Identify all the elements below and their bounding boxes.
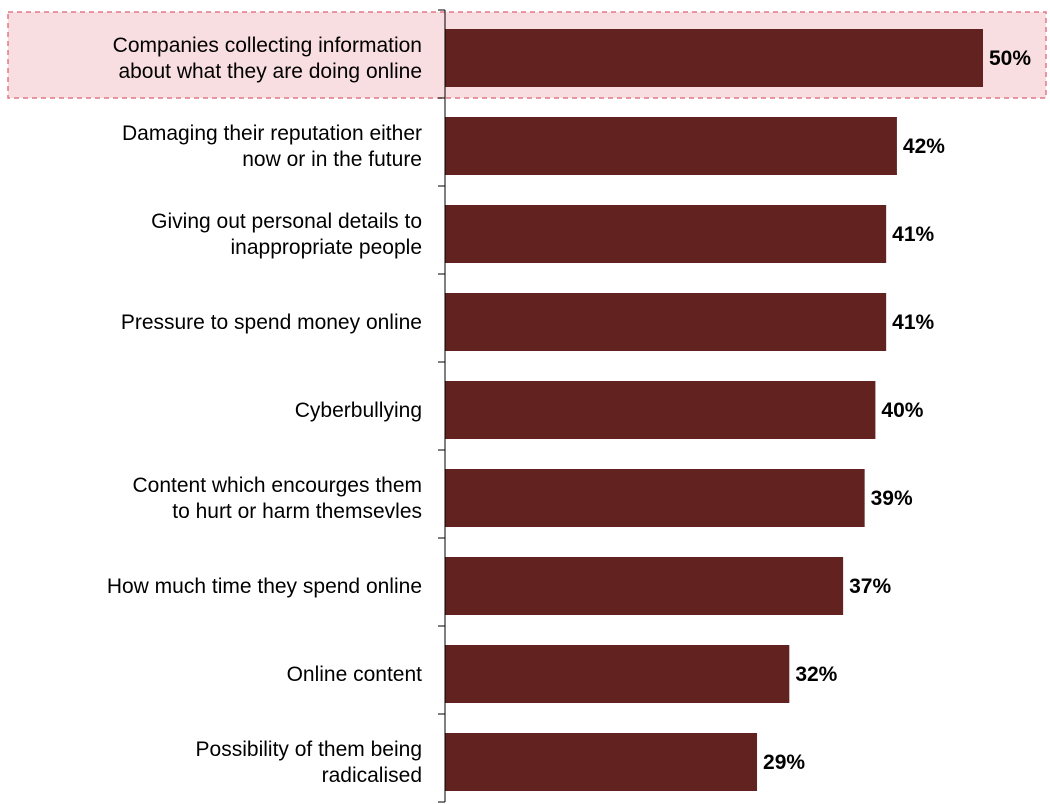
category-label-line: now or in the future	[242, 148, 422, 171]
category-label-line: radicalised	[322, 764, 422, 787]
category-label-4: Pressure to spend money online	[121, 311, 422, 334]
category-label-line: Possibility of them being	[196, 738, 422, 761]
value-label-2: 42%	[903, 135, 945, 158]
category-label-line: about what they are doing online	[118, 60, 422, 83]
category-label-line: Damaging their reputation either	[122, 122, 422, 145]
value-label-3: 41%	[892, 223, 934, 246]
category-label-1: Companies collecting information about wh…	[113, 34, 422, 83]
category-label-5: Cyberbullying	[295, 399, 422, 422]
category-label-line: to hurt or harm themsevles	[172, 500, 422, 523]
category-label-line: Giving out personal details to	[151, 210, 422, 233]
category-label-line: Online content	[287, 663, 423, 686]
category-label-line: How much time they spend online	[107, 575, 422, 598]
value-label-9: 29%	[763, 751, 805, 774]
value-label-1: 50%	[989, 47, 1031, 70]
category-label-2: Damaging their reputation either now or i…	[122, 122, 422, 171]
bar-3	[445, 205, 887, 263]
value-label-7: 37%	[849, 575, 891, 598]
category-label-6: Content which encourges them to hurt or h…	[133, 474, 423, 523]
bar-8	[445, 645, 790, 703]
bar-2	[445, 117, 897, 175]
category-label-line: Companies collecting information	[113, 34, 422, 57]
value-label-6: 39%	[871, 487, 913, 510]
bar-9	[445, 733, 758, 791]
bar-1	[445, 29, 983, 87]
value-label-8: 32%	[795, 663, 837, 686]
category-label-line: Content which encourges them	[133, 474, 423, 497]
category-label-line: Pressure to spend money online	[121, 311, 422, 334]
bar-6	[445, 469, 865, 527]
value-label-4: 41%	[892, 311, 934, 334]
category-label-line: inappropriate people	[231, 236, 422, 259]
bar-5	[445, 381, 876, 439]
value-label-5: 40%	[881, 399, 923, 422]
category-label-line: Cyberbullying	[295, 399, 422, 422]
category-label-7: How much time they spend online	[107, 575, 422, 598]
category-label-8: Online content	[287, 663, 423, 686]
category-label-9: Possibility of them being radicalised	[196, 738, 422, 787]
bar-7	[445, 557, 844, 615]
category-label-3: Giving out personal details to inappropri…	[151, 210, 422, 259]
bar-4	[445, 293, 887, 351]
